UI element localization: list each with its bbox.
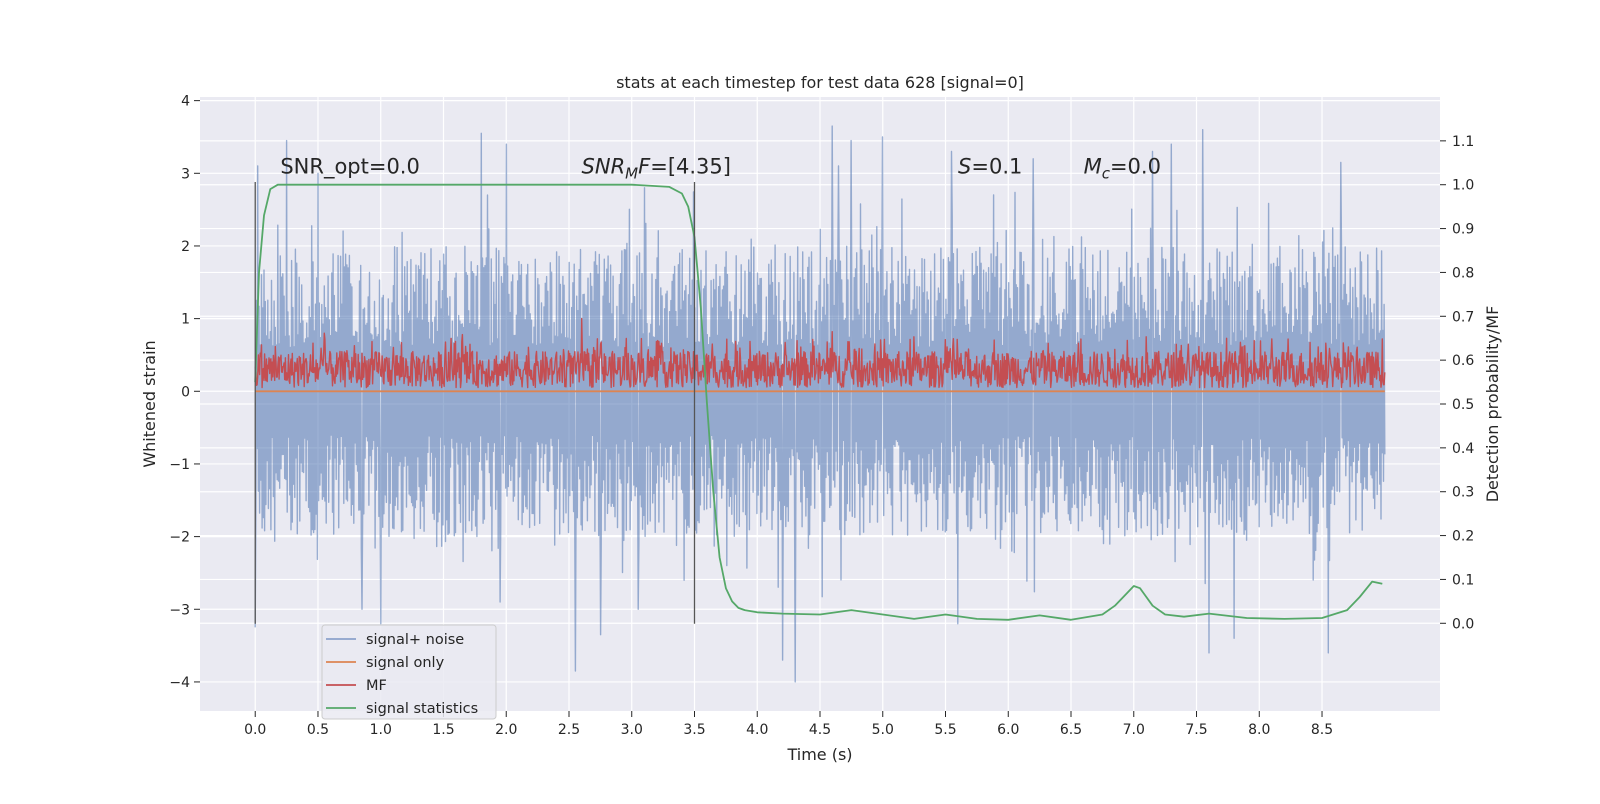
vertical-markers xyxy=(254,182,696,624)
annotation-segment: F xyxy=(638,154,651,178)
y2-tick-label: 0.5 xyxy=(1452,397,1474,413)
x-tick-label: 4.5 xyxy=(809,722,831,738)
annotation-4: Mc=0.0 xyxy=(1084,154,1161,182)
series-line-1 xyxy=(254,125,1386,683)
y2-tick-label: 0.2 xyxy=(1452,529,1474,545)
annotation-segment: c xyxy=(1102,164,1111,182)
x-tick-label: 8.5 xyxy=(1311,722,1333,738)
y-tick-label: 2 xyxy=(181,239,190,255)
y-tick-label: −3 xyxy=(169,602,190,618)
legend-label: signal+ noise xyxy=(366,632,464,648)
annotation-segment: =[4.35] xyxy=(650,154,731,178)
annotation-2: SNRMF=[4.35] xyxy=(582,154,731,182)
x-tick-label: 4.0 xyxy=(746,722,768,738)
legend-box xyxy=(321,624,497,720)
y2-tick-label: 1.0 xyxy=(1452,178,1474,194)
y-tick-label: 4 xyxy=(181,94,190,110)
x-tick-label: 6.5 xyxy=(1060,722,1082,738)
x-tick-label: 1.5 xyxy=(432,722,454,738)
x-tick-label: 2.0 xyxy=(495,722,517,738)
annotation-segment: =0.0 xyxy=(1110,154,1161,178)
y2-tick-label: 0.4 xyxy=(1452,441,1474,457)
y2-tick-label: 0.7 xyxy=(1452,309,1474,325)
x-tick-label: 7.5 xyxy=(1185,722,1207,738)
x-tick-label: 2.5 xyxy=(558,722,580,738)
x-axis-label: Time (s) xyxy=(786,745,852,764)
legend-label: MF xyxy=(366,678,387,694)
y-tick-label: −4 xyxy=(169,675,190,691)
x-tick-label: 5.5 xyxy=(934,722,956,738)
y-tick-label: 1 xyxy=(181,312,190,328)
y-tick-label: −2 xyxy=(169,530,190,546)
x-tick-label: 3.0 xyxy=(621,722,643,738)
legend-label: signal only xyxy=(366,655,445,671)
x-tick-label: 0.0 xyxy=(244,722,266,738)
annotation-segment: M xyxy=(1084,154,1102,178)
annotations: SNR_opt=0.0 SNRMF=[4.35] S=0.1 Mc=0.0 xyxy=(280,154,1161,182)
series-line-4 xyxy=(254,183,1383,621)
y2-tick-label: 1.1 xyxy=(1452,134,1474,150)
legend: signal+ noise signal only MF signal statist… xyxy=(321,624,497,720)
annotation-segment: =0.1 xyxy=(971,154,1022,178)
series-line-3 xyxy=(254,317,1386,389)
annotation-segment: SNR xyxy=(582,154,626,178)
y-tick-label: 0 xyxy=(181,384,190,400)
y-axis-label: Whitened strain xyxy=(140,340,159,467)
annotation-3: S=0.1 xyxy=(958,154,1022,178)
ticks: 0.0 0.5 1.0 1.5 2.0 2.5 3.0 3.5 4.0 4.5 5.0 5.5 6.0 6… xyxy=(169,94,1474,738)
x-tick-label: 7.0 xyxy=(1123,722,1145,738)
y2-tick-label: 0.9 xyxy=(1452,222,1474,238)
annotation-segment: M xyxy=(625,164,638,182)
x-tick-label: 5.0 xyxy=(872,722,894,738)
y2-tick-label: 0.6 xyxy=(1452,353,1474,369)
annotation-segment: SNR_opt=0.0 xyxy=(280,154,420,179)
y2-axis-label: Detection probability/MF xyxy=(1483,306,1502,503)
chart-title: stats at each timestep for test data 628… xyxy=(616,73,1024,92)
x-tick-label: 8.0 xyxy=(1248,722,1270,738)
x-tick-label: 1.0 xyxy=(370,722,392,738)
y-tick-label: 3 xyxy=(181,166,190,182)
x-tick-label: 6.0 xyxy=(997,722,1019,738)
series-layer xyxy=(254,125,1386,683)
legend-label: signal statistics xyxy=(366,701,478,717)
y2-tick-label: 0.0 xyxy=(1452,616,1474,632)
annotation-segment: S xyxy=(958,154,971,178)
y2-tick-label: 0.1 xyxy=(1452,572,1474,588)
y-tick-label: −1 xyxy=(169,457,190,473)
annotation-1: SNR_opt=0.0 xyxy=(280,154,420,179)
x-tick-label: 0.5 xyxy=(307,722,329,738)
y2-tick-label: 0.8 xyxy=(1452,265,1474,281)
x-tick-label: 3.5 xyxy=(683,722,705,738)
y2-tick-label: 0.3 xyxy=(1452,485,1474,501)
